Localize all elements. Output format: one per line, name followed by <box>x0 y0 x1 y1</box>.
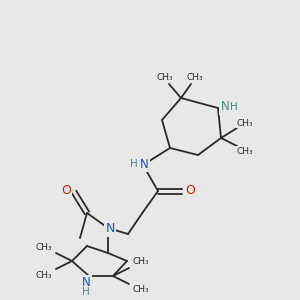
Text: CH₃: CH₃ <box>237 118 253 127</box>
Text: CH₃: CH₃ <box>237 146 253 155</box>
Text: CH₃: CH₃ <box>157 73 173 82</box>
Text: N: N <box>105 223 115 236</box>
Text: H: H <box>130 159 138 169</box>
Text: CH₃: CH₃ <box>133 257 149 266</box>
Text: CH₃: CH₃ <box>36 271 52 280</box>
Text: H: H <box>230 102 238 112</box>
Text: N: N <box>140 158 148 170</box>
Text: O: O <box>61 184 71 197</box>
Text: CH₃: CH₃ <box>133 286 149 295</box>
Text: O: O <box>185 184 195 197</box>
Text: CH₃: CH₃ <box>187 73 203 82</box>
Text: N: N <box>220 100 230 113</box>
Text: H: H <box>82 287 90 297</box>
Text: N: N <box>82 277 90 290</box>
Text: CH₃: CH₃ <box>36 242 52 251</box>
